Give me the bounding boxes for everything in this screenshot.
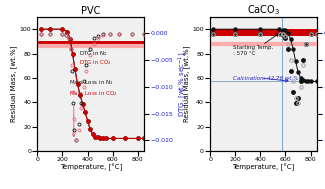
- Text: DTG in CO$_2$: DTG in CO$_2$: [79, 58, 112, 67]
- Text: : 570 °C: : 570 °C: [233, 51, 255, 56]
- Text: Starting Temp.: Starting Temp.: [233, 45, 273, 50]
- X-axis label: Temperature, [°C]: Temperature, [°C]: [232, 164, 295, 171]
- Y-axis label: Residual Mass, [wt.%]: Residual Mass, [wt.%]: [183, 46, 189, 122]
- Y-axis label: Residual Mass, [wt.%]: Residual Mass, [wt.%]: [10, 46, 17, 122]
- Text: DTG in N$_2$: DTG in N$_2$: [79, 49, 108, 58]
- Text: Mass Loss in CO$_2$: Mass Loss in CO$_2$: [69, 89, 117, 98]
- X-axis label: Temperature, [°C]: Temperature, [°C]: [59, 164, 122, 171]
- Y-axis label: DTG, [wt.% sec$^{-1}$]: DTG, [wt.% sec$^{-1}$]: [176, 51, 189, 117]
- Title: CaCO$_3$: CaCO$_3$: [247, 3, 280, 17]
- Title: PVC: PVC: [81, 6, 100, 16]
- Text: Mass Loss in N$_2$: Mass Loss in N$_2$: [69, 78, 113, 87]
- Text: Calcination: 42.76 wt.%: Calcination: 42.76 wt.%: [233, 75, 299, 81]
